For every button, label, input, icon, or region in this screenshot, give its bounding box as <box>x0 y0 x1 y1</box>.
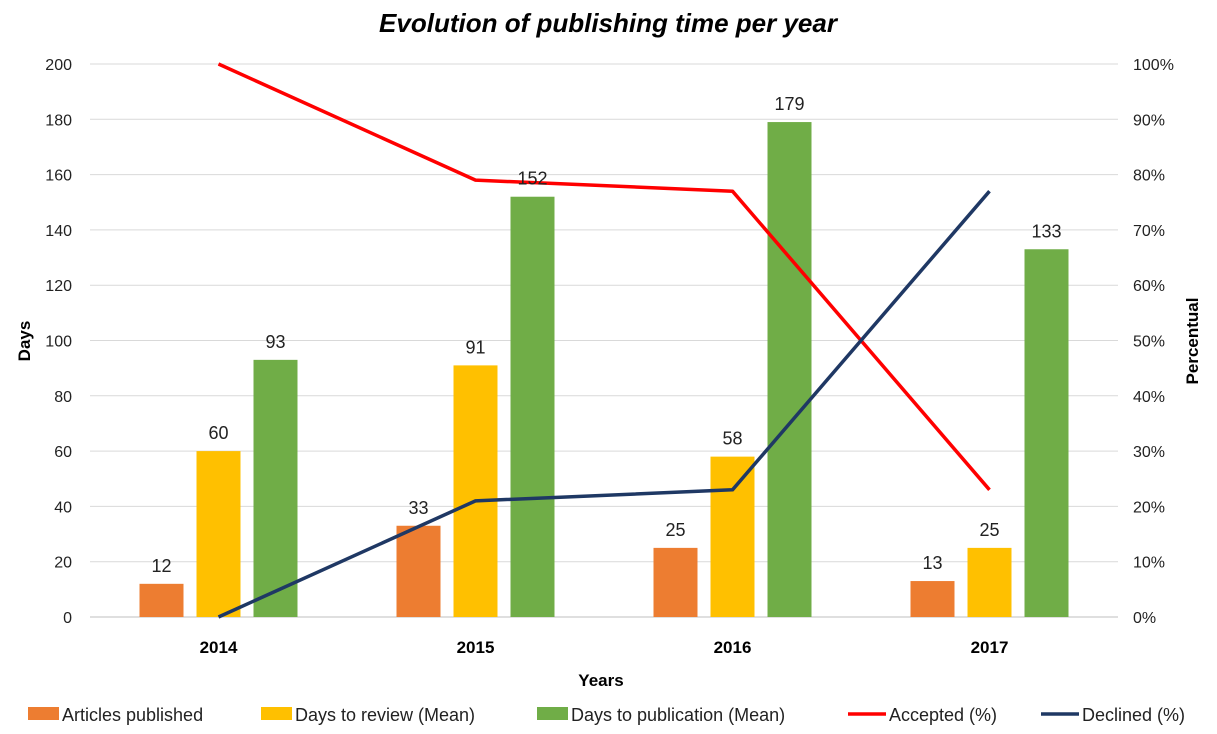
x-tick-label: 2016 <box>714 638 752 657</box>
legend-label: Articles published <box>62 705 203 725</box>
bar <box>653 547 698 617</box>
y-tick-label: 40 <box>54 499 72 516</box>
y-tick-label: 200 <box>45 57 72 74</box>
bar <box>767 122 812 617</box>
legend-item: Days to publication (Mean) <box>537 705 785 725</box>
bar <box>510 196 555 617</box>
x-axis-title: Years <box>578 671 623 690</box>
y-tick-label: 80 <box>54 389 72 406</box>
legend-label: Days to publication (Mean) <box>571 705 785 725</box>
data-label: 91 <box>465 337 485 357</box>
legend-label: Days to review (Mean) <box>295 705 475 725</box>
data-label: 133 <box>1031 221 1061 241</box>
data-label: 13 <box>922 553 942 573</box>
legend-swatch <box>28 707 59 720</box>
y2-tick-label: 60% <box>1133 278 1165 295</box>
gridlines <box>90 63 1118 618</box>
legend-label: Accepted (%) <box>889 705 997 725</box>
right-axis-ticks: 0% 10% 20% 30% 40% 50% 60% 70% 80% 90% 100% <box>1133 57 1174 627</box>
y2-tick-label: 0% <box>1133 610 1156 627</box>
x-axis-ticks: 2014 2015 2016 2017 <box>200 638 1009 657</box>
data-label: 25 <box>665 520 685 540</box>
y2-tick-label: 90% <box>1133 112 1165 129</box>
legend-item: Articles published <box>28 705 203 725</box>
bar <box>196 451 241 617</box>
y2-axis-title: Percentual <box>1183 298 1202 385</box>
legend-item: Declined (%) <box>1041 705 1185 725</box>
bar <box>453 365 498 617</box>
y-tick-label: 140 <box>45 223 72 240</box>
bar <box>253 359 298 617</box>
data-label: 93 <box>265 332 285 352</box>
y-tick-label: 180 <box>45 112 72 129</box>
y2-tick-label: 80% <box>1133 168 1165 185</box>
chart-title: Evolution of publishing time per year <box>379 8 839 38</box>
data-label: 58 <box>722 429 742 449</box>
y-axis-title: Days <box>15 321 34 362</box>
legend-swatch <box>261 707 292 720</box>
bar <box>967 547 1012 617</box>
y-tick-label: 60 <box>54 444 72 461</box>
bar <box>1024 249 1069 617</box>
y2-tick-label: 50% <box>1133 334 1165 351</box>
data-label: 25 <box>979 520 999 540</box>
data-label: 152 <box>517 169 547 189</box>
bar <box>910 581 955 617</box>
y2-tick-label: 100% <box>1133 57 1174 74</box>
y-tick-label: 20 <box>54 555 72 572</box>
series-line <box>217 62 991 491</box>
y2-tick-label: 10% <box>1133 555 1165 572</box>
legend-item: Days to review (Mean) <box>261 705 475 725</box>
legend-swatch <box>537 707 568 720</box>
bar <box>396 525 441 617</box>
x-tick-label: 2015 <box>457 638 495 657</box>
data-label: 12 <box>151 556 171 576</box>
y2-tick-label: 20% <box>1133 499 1165 516</box>
bars <box>139 122 1069 617</box>
y-tick-label: 120 <box>45 278 72 295</box>
x-tick-label: 2017 <box>971 638 1009 657</box>
lines <box>217 62 991 619</box>
legend: Articles published Days to review (Mean) D… <box>28 705 1185 725</box>
y-tick-label: 100 <box>45 334 72 351</box>
y2-tick-label: 40% <box>1133 389 1165 406</box>
bar <box>139 583 184 617</box>
legend-label: Declined (%) <box>1082 705 1185 725</box>
y-tick-label: 0 <box>63 610 72 627</box>
y2-tick-label: 70% <box>1133 223 1165 240</box>
legend-item: Accepted (%) <box>848 705 997 725</box>
left-axis-ticks: 0 20 40 60 80 100 120 140 160 180 200 <box>45 57 72 627</box>
data-label: 33 <box>408 498 428 518</box>
data-label: 60 <box>208 423 228 443</box>
bar <box>710 456 755 617</box>
data-labels: 12 33 25 13 60 91 58 25 93 152 179 133 <box>151 94 1061 576</box>
y2-tick-label: 30% <box>1133 444 1165 461</box>
x-tick-label: 2014 <box>200 638 238 657</box>
series-line <box>217 190 991 619</box>
y-tick-label: 160 <box>45 168 72 185</box>
data-label: 179 <box>774 94 804 114</box>
